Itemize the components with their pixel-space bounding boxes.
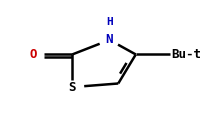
Text: O: O (29, 48, 37, 61)
Text: Bu-t: Bu-t (171, 48, 201, 61)
Text: H: H (106, 17, 113, 27)
Text: N: N (106, 33, 113, 46)
Text: S: S (69, 81, 76, 94)
